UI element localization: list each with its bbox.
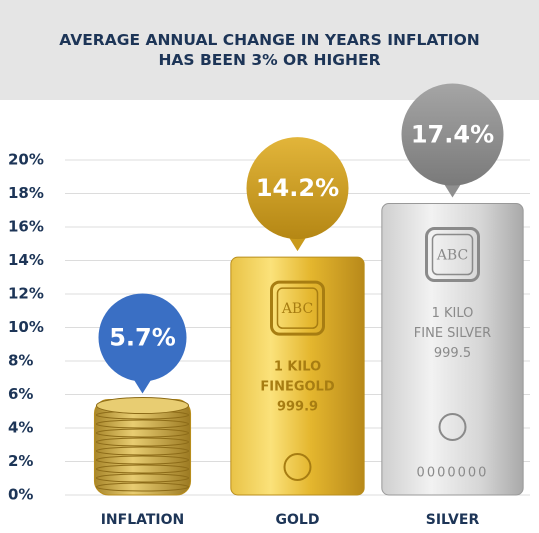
value-label: 17.4% [411,121,494,149]
value-label: 5.7% [109,324,176,352]
x-tick-label: SILVER [426,512,480,528]
value-label: 14.2% [256,174,339,202]
bar-serial: 0000000 [417,466,489,481]
y-tick-label: 8% [8,352,33,370]
y-tick-label: 14% [8,251,44,269]
x-tick-label: INFLATION [101,512,185,528]
x-tick-label: GOLD [276,512,320,528]
y-tick-label: 10% [8,318,44,336]
page: AVERAGE ANNUAL CHANGE IN YEARS INFLATION… [0,0,539,533]
y-tick-label: 20% [8,151,44,169]
y-tick-label: 18% [8,184,44,202]
bar-text: 1 KILO [274,360,321,375]
bar-text: 1 KILO [432,306,474,321]
bar-text: 999.5 [434,346,471,361]
y-tick-label: 2% [8,452,33,470]
bar [231,257,364,495]
chart: 0% 2% 4% 6% 8% 10% 12% 14% 16% 18% 20% 5.7% INFLATIO… [0,0,539,533]
y-tick-label: 0% [8,486,33,504]
y-tick-label: 12% [8,285,44,303]
bar-stamp-text: ABC [436,248,468,264]
coin-top [96,398,188,414]
bar-text: 999.9 [277,400,318,415]
y-tick-label: 6% [8,385,33,403]
bar-stamp-text: ABC [281,301,313,317]
y-tick-label: 16% [8,218,44,236]
bar-text: FINE SILVER [414,326,491,341]
y-tick-label: 4% [8,419,33,437]
bar-text: FINEGOLD [260,380,334,395]
